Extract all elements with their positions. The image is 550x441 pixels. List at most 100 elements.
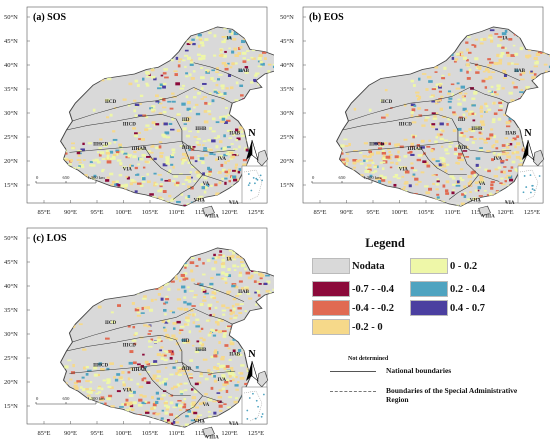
lon-tick-label: 115°E xyxy=(195,209,211,216)
lat-tick-label: 45°N xyxy=(4,38,18,45)
region-label: IIICD xyxy=(123,344,136,349)
region-label: VIA xyxy=(505,201,515,206)
region-label: IID xyxy=(458,118,466,123)
south-china-sea-inset xyxy=(517,165,544,204)
region-label: IIHAB xyxy=(132,368,147,373)
not-determined-label: Not determined xyxy=(348,356,389,362)
region-label: IIHB xyxy=(471,127,483,132)
lon-tick-label: 95°E xyxy=(90,209,103,216)
lon-tick-label: 85°E xyxy=(313,209,326,216)
legend-special-boundaries: Boundaries of the Special Administrative… xyxy=(330,386,536,404)
lon-tick-label: 120°E xyxy=(221,209,237,216)
svg-text:650: 650 xyxy=(63,175,71,180)
region-label: IVA xyxy=(493,157,502,162)
north-arrow-icon: N xyxy=(246,128,259,161)
scale-bar: 0 650 1,300 km xyxy=(35,396,105,405)
region-label: VIIA xyxy=(194,420,206,425)
svg-text:650: 650 xyxy=(339,175,347,180)
svg-text:0: 0 xyxy=(312,175,315,180)
lat-tick-label: 20°N xyxy=(4,379,18,386)
region-label: IIIB xyxy=(458,146,468,151)
national-boundaries-label: National boundaries xyxy=(386,366,452,375)
region-label: IIHAB xyxy=(132,147,147,152)
region-label: VIIIA xyxy=(206,435,219,440)
lat-tick-label: 40°N xyxy=(280,62,294,69)
legend-label: 0 - 0.2 xyxy=(450,260,478,272)
region-label: IIAB xyxy=(514,69,526,74)
china-outline xyxy=(59,26,274,207)
region-label: IA xyxy=(226,257,232,262)
legend-label: -0.2 - 0 xyxy=(352,321,383,333)
legend-swatch xyxy=(312,281,350,297)
legend-swatch xyxy=(312,319,350,335)
region-label: IICD xyxy=(105,100,117,105)
lat-tick-label: 30°N xyxy=(4,110,18,117)
region-label: VIA xyxy=(229,201,239,206)
legend-label: 0.2 - 0.4 xyxy=(450,283,485,295)
region-label: VIIA xyxy=(470,199,482,204)
region-label: IVA xyxy=(217,157,226,162)
lon-tick-label: 95°E xyxy=(90,430,103,437)
lon-tick-label: 85°E xyxy=(37,430,50,437)
region-label: IID xyxy=(182,339,190,344)
legend-title: Legend xyxy=(365,236,405,250)
svg-text:1,300 km: 1,300 km xyxy=(87,396,105,402)
region-label: IIAB xyxy=(238,290,250,295)
lat-tick-label: 50°N xyxy=(4,235,18,242)
lat-tick-label: 50°N xyxy=(4,14,18,21)
legend-label: 0.4 - 0.7 xyxy=(450,302,485,314)
region-label: VIIIA xyxy=(206,214,219,219)
lat-tick-label: 35°N xyxy=(4,307,18,314)
region-label: IIHCD xyxy=(369,143,384,148)
lat-tick-label: 25°N xyxy=(280,134,294,141)
region-label: VIA xyxy=(123,388,133,393)
region-label: VIIIA xyxy=(482,214,495,219)
lon-tick-label: 120°E xyxy=(497,209,513,216)
svg-text:N: N xyxy=(248,128,256,139)
lat-tick-label: 20°N xyxy=(4,158,18,165)
panel-label: (a) SOS xyxy=(33,12,67,23)
region-label: IIICD xyxy=(123,123,136,128)
region-label: IID xyxy=(182,118,190,123)
lat-tick-label: 25°N xyxy=(4,134,18,141)
region-label: VIIA xyxy=(194,199,206,204)
lon-tick-label: 90°E xyxy=(64,209,77,216)
region-label: IIHCD xyxy=(93,143,108,148)
svg-text:1,300 km: 1,300 km xyxy=(363,175,381,181)
region-label: IIAB xyxy=(229,352,241,357)
lon-tick-label: 105°E xyxy=(418,209,434,216)
north-arrow-icon: N xyxy=(246,349,259,382)
legend-label: -0.7 - -0.4 xyxy=(352,283,394,295)
region-label: IIHCD xyxy=(93,364,108,369)
lon-tick-label: 95°E xyxy=(366,209,379,216)
lon-tick-label: 105°E xyxy=(142,209,158,216)
lat-tick-label: 50°N xyxy=(280,14,294,21)
region-label: IICD xyxy=(381,100,393,105)
lat-tick-label: 25°N xyxy=(4,355,18,362)
lat-tick-label: 35°N xyxy=(4,86,18,93)
map-panel-los: 50°N 45°N 40°N 35°N 30°N 25°N 20°N 15°N 85°E 90°E… xyxy=(0,221,274,441)
legend-label: Nodata xyxy=(352,260,385,272)
region-label: IICD xyxy=(105,321,117,326)
region-label: IIICD xyxy=(399,123,412,128)
lat-tick-label: 35°N xyxy=(280,86,294,93)
lon-tick-label: 115°E xyxy=(195,430,211,437)
region-label: VIA xyxy=(399,167,409,172)
region-label: IA xyxy=(502,36,508,41)
legend-item-neg02-0: -0.2 - 0 xyxy=(312,318,383,336)
lat-tick-label: 45°N xyxy=(4,259,18,266)
region-label: IIHB xyxy=(195,127,207,132)
lon-tick-label: 90°E xyxy=(64,430,77,437)
region-label: IIIB xyxy=(182,146,192,151)
lon-tick-label: 90°E xyxy=(340,209,353,216)
legend-national-boundaries: National boundaries xyxy=(330,366,536,375)
scale-bar: 0 650 1,300 km xyxy=(311,175,381,184)
lon-tick-label: 100°E xyxy=(115,209,131,216)
svg-text:650: 650 xyxy=(63,396,71,401)
svg-text:0: 0 xyxy=(36,175,39,180)
region-label: VA xyxy=(203,182,210,187)
panel-label: (c) LOS xyxy=(33,233,67,244)
lon-tick-label: 100°E xyxy=(391,209,407,216)
lon-tick-label: 100°E xyxy=(115,430,131,437)
region-label: IIAB xyxy=(229,131,241,136)
